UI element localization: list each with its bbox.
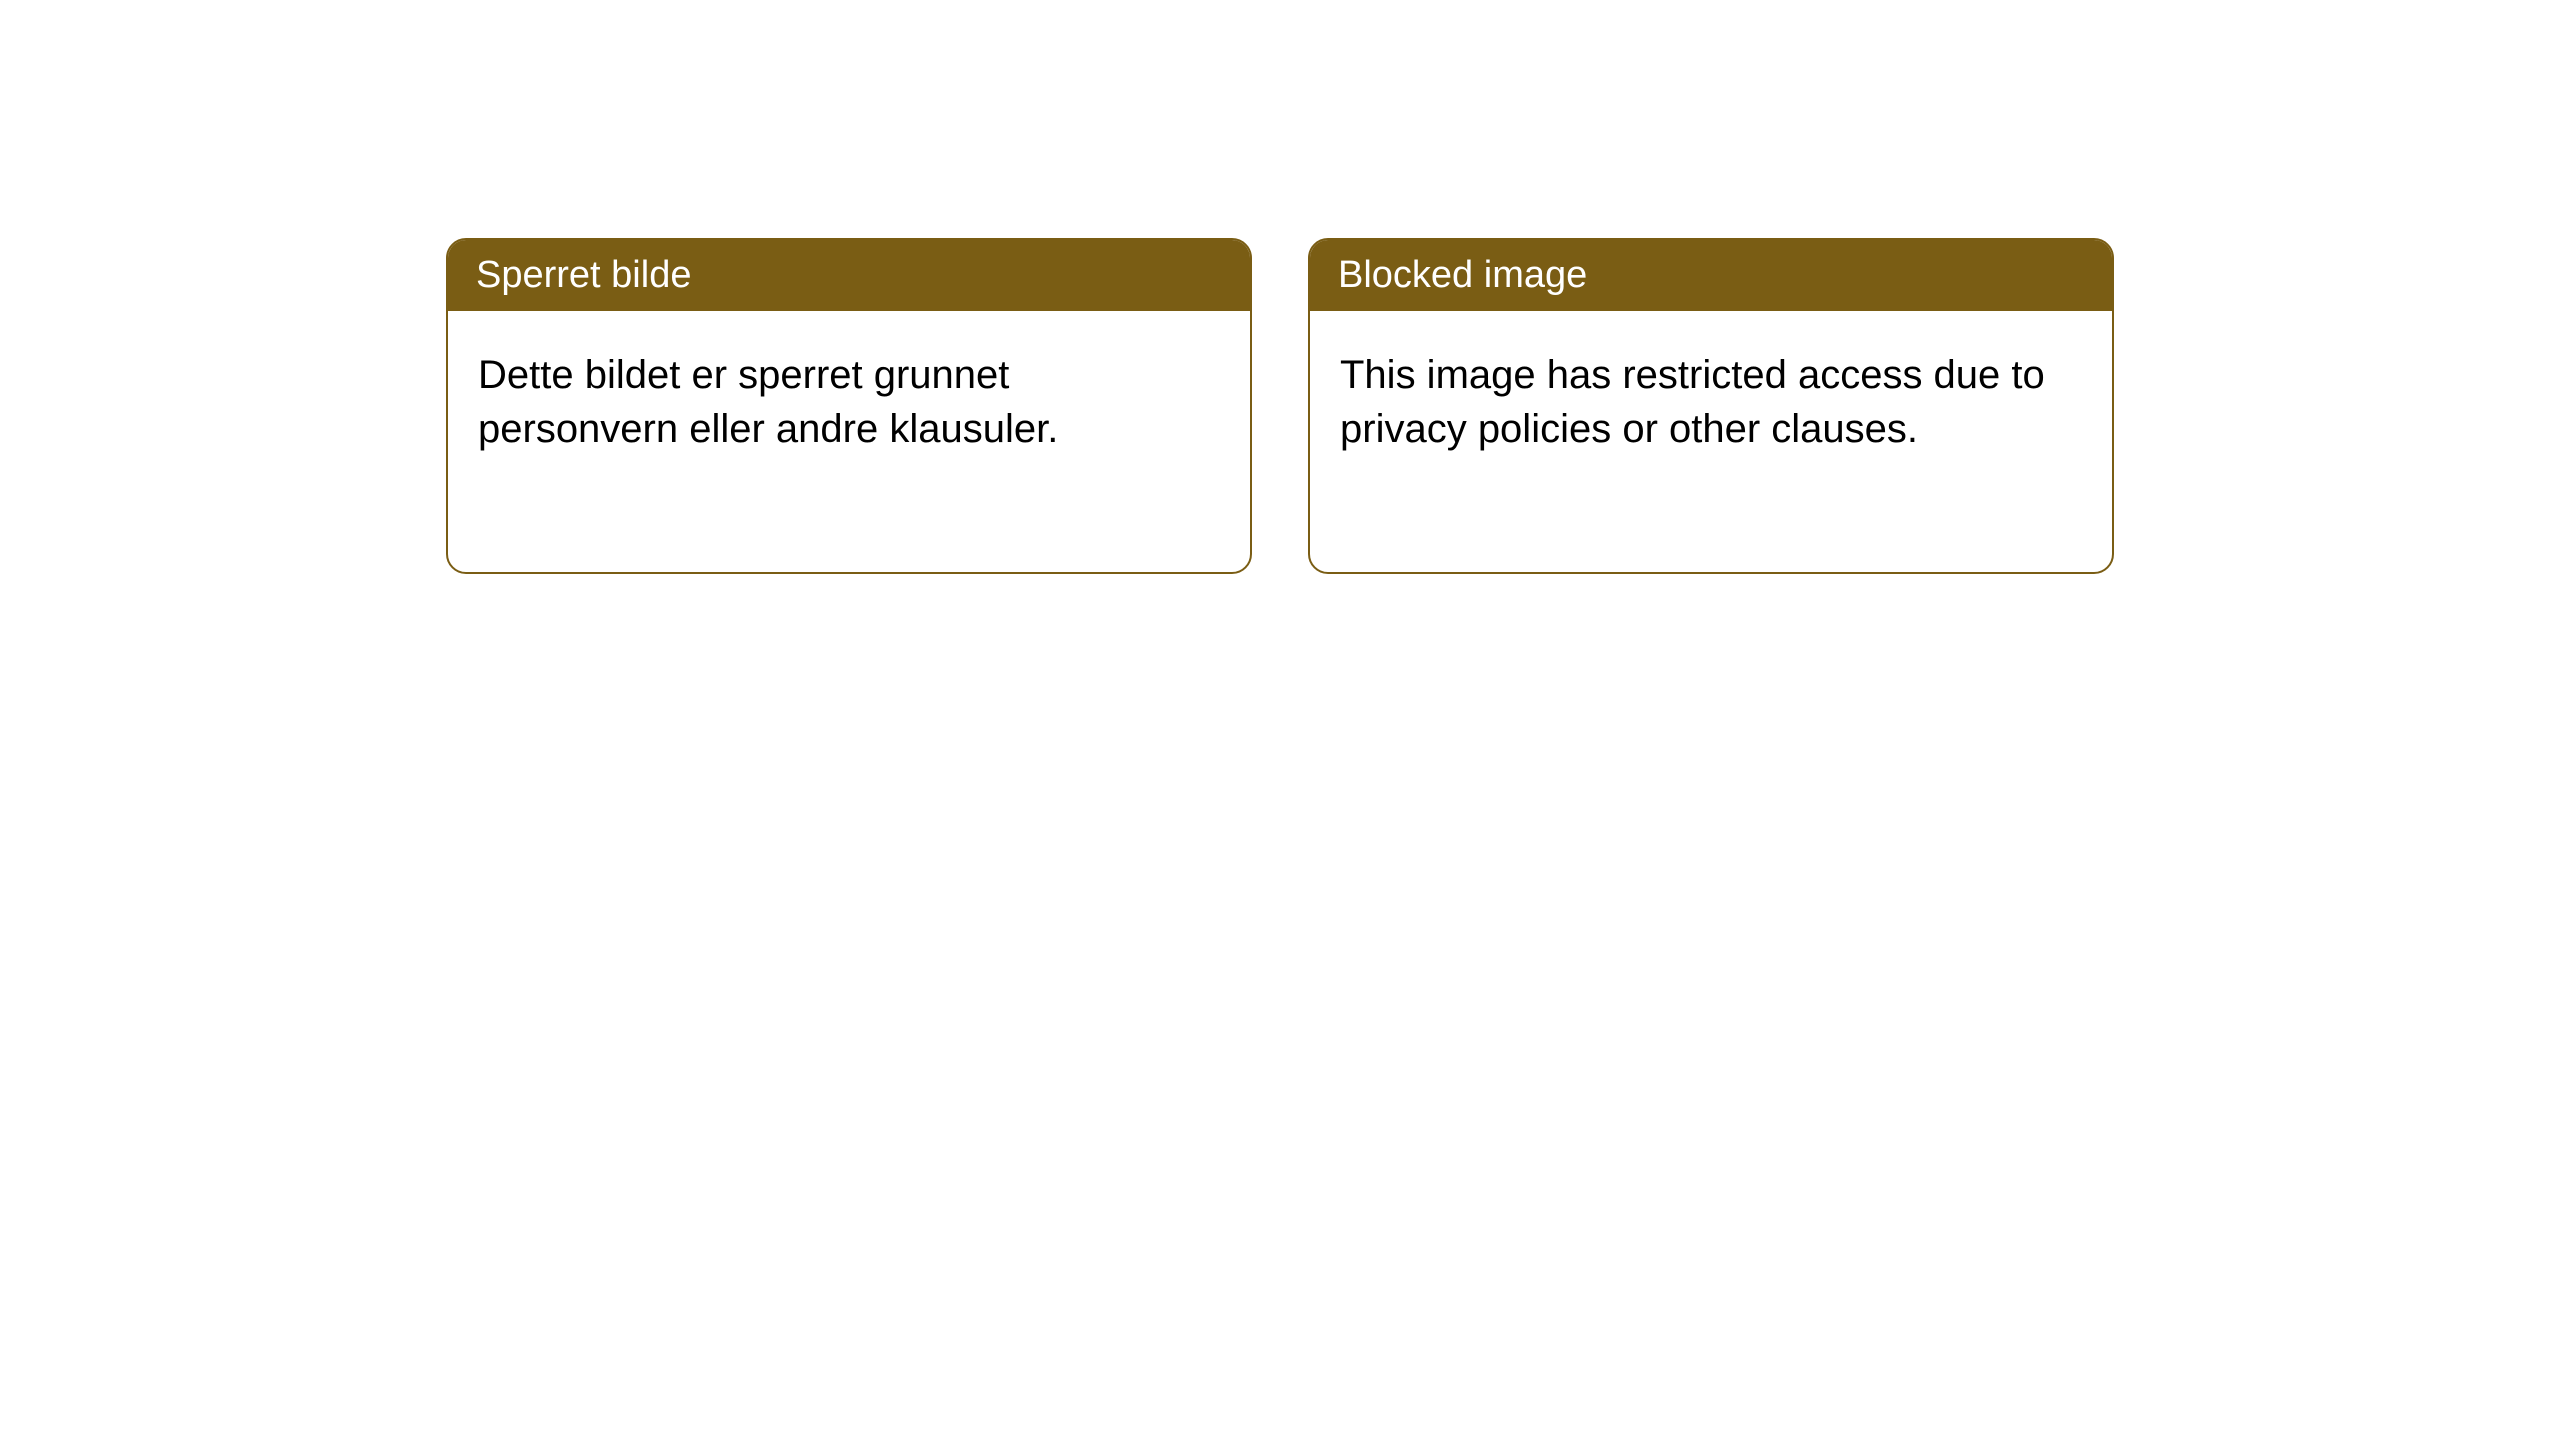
card-title-no: Sperret bilde — [448, 240, 1250, 311]
blocked-image-card-no: Sperret bilde Dette bildet er sperret gr… — [446, 238, 1252, 574]
blocked-image-card-en: Blocked image This image has restricted … — [1308, 238, 2114, 574]
card-body-no: Dette bildet er sperret grunnet personve… — [448, 311, 1250, 494]
blocked-image-cards: Sperret bilde Dette bildet er sperret gr… — [446, 238, 2114, 574]
card-body-en: This image has restricted access due to … — [1310, 311, 2112, 494]
card-title-en: Blocked image — [1310, 240, 2112, 311]
